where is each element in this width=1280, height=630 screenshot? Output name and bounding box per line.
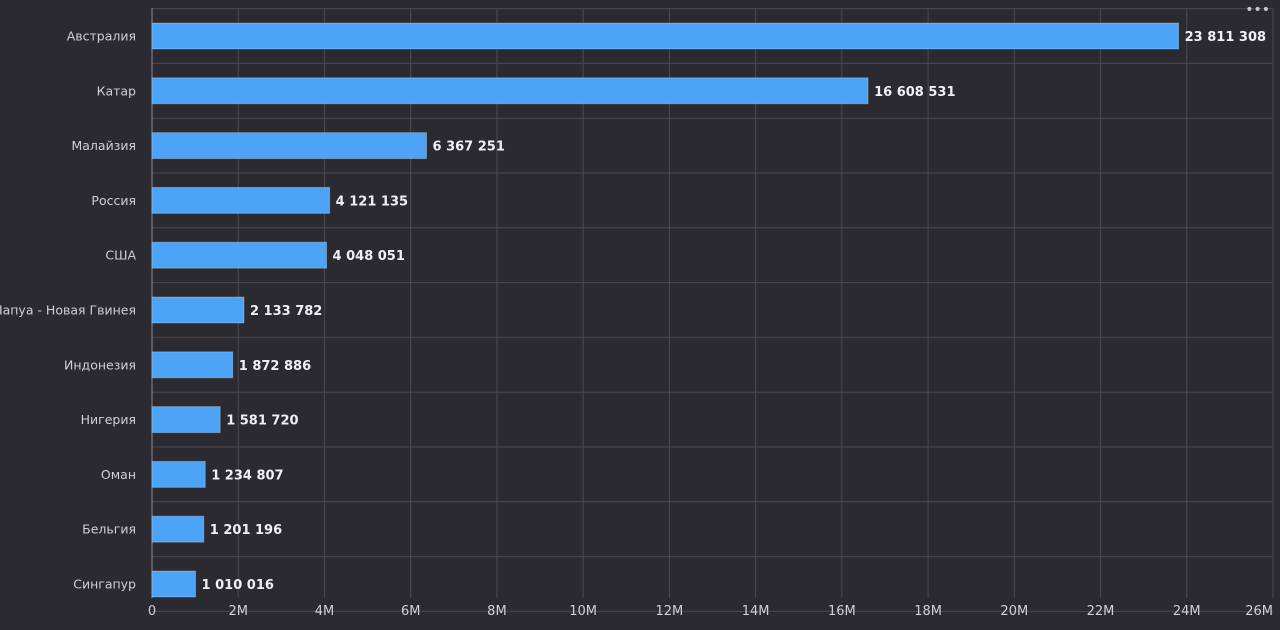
x-tick-label: 2M [228, 604, 248, 619]
data-label: 1 581 720 [226, 414, 298, 429]
bar [151, 22, 1180, 50]
data-label: 2 133 782 [250, 304, 322, 319]
bar [151, 241, 328, 269]
x-tick-label: 24M [1173, 604, 1201, 619]
x-tick-label: 8M [487, 604, 507, 619]
data-label: 23 811 308 [1185, 30, 1266, 45]
bar [151, 77, 869, 105]
x-tick-label: 18M [914, 604, 942, 619]
x-tick-label: 22M [1087, 604, 1115, 619]
x-tick-label: 12M [656, 604, 684, 619]
data-label: 1 010 016 [202, 578, 274, 593]
bar [151, 460, 206, 488]
data-label: 1 234 807 [211, 468, 283, 483]
category-label: Малайзия [71, 138, 136, 153]
bar [151, 132, 428, 160]
data-label: 4 048 051 [333, 249, 405, 264]
x-tick-label: 0 [148, 604, 156, 619]
more-options-icon[interactable]: ••• [1245, 2, 1270, 18]
category-label: Бельгия [82, 522, 136, 537]
data-label: 4 121 135 [336, 194, 408, 209]
category-label: Сингапур [73, 577, 136, 592]
bar [151, 570, 197, 598]
bar [151, 406, 221, 434]
bar [151, 296, 245, 324]
category-label: Индонезия [64, 357, 136, 372]
category-label: США [105, 248, 136, 263]
category-label: Россия [91, 193, 136, 208]
category-label: Катар [97, 83, 136, 98]
data-label: 1 201 196 [210, 523, 282, 538]
x-tick-label: 4M [315, 604, 335, 619]
category-label: Оман [101, 467, 136, 482]
category-label: Папуа - Новая Гвинея [0, 303, 136, 318]
x-tick-label: 20M [1000, 604, 1028, 619]
bar [151, 351, 234, 379]
data-label: 1 872 886 [239, 359, 311, 374]
x-tick-label: 14M [742, 604, 770, 619]
bar [151, 186, 331, 214]
category-label: Нигерия [81, 412, 136, 427]
category-label: Австралия [67, 29, 136, 44]
data-label: 6 367 251 [433, 140, 505, 155]
x-tick-label: 6M [401, 604, 421, 619]
data-label: 16 608 531 [874, 85, 955, 100]
x-tick-label: 26M [1245, 604, 1273, 619]
x-tick-label: 10M [569, 604, 597, 619]
bar [151, 515, 205, 543]
x-tick-label: 16M [828, 604, 856, 619]
